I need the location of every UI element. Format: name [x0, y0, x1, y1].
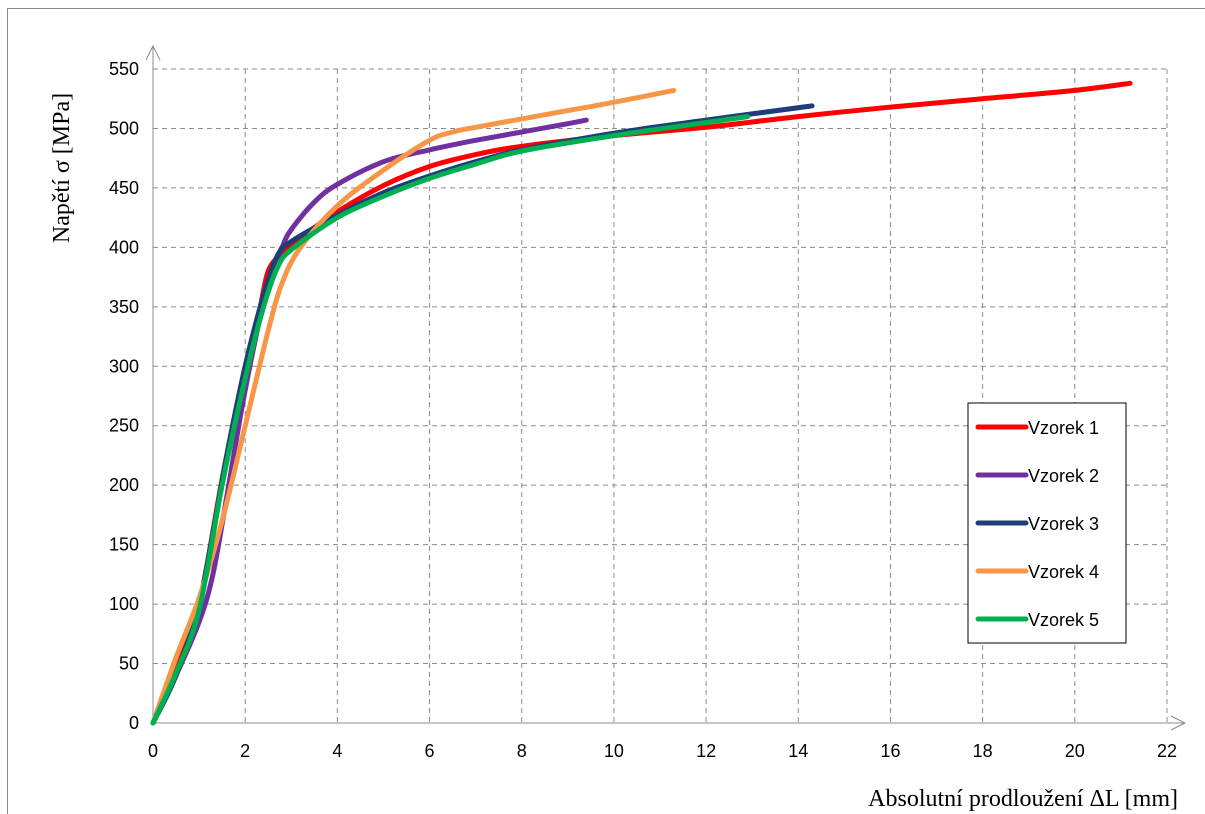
- y-tick-label: 300: [109, 356, 139, 376]
- grid: [153, 68, 1168, 723]
- x-axis-title: Absolutní prodloužení ΔL [mm]: [868, 786, 1178, 812]
- legend: Vzorek 1 Vzorek 2 Vzorek 3 Vzorek 4 Vzorek 5: [967, 402, 1127, 644]
- y-tick-label: 500: [109, 118, 139, 138]
- x-tick-label: 6: [425, 741, 435, 761]
- x-tick-label: 18: [973, 741, 993, 761]
- x-tick-label: 16: [880, 741, 900, 761]
- x-tick-label: 10: [604, 741, 624, 761]
- tick-labels: 0 50 100 150 200 250 300 350 400 450 500 550 0 2 4 6 8 10…: [109, 59, 1177, 761]
- y-axis-title: Napětí σ [MPa]: [49, 93, 75, 243]
- series-line-4: [150, 87, 677, 726]
- legend-label-4: Vzorek 4: [1028, 562, 1099, 582]
- axes: [145, 44, 1187, 731]
- y-tick-label: 450: [109, 178, 139, 198]
- y-tick-label: 100: [109, 594, 139, 614]
- x-axis-arrow: [1170, 715, 1187, 731]
- x-tick-label: 22: [1157, 741, 1177, 761]
- legend-label-3: Vzorek 3: [1028, 514, 1099, 534]
- y-axis-arrow: [145, 44, 161, 61]
- series-line-5: [150, 114, 751, 726]
- legend-label-1: Vzorek 1: [1028, 418, 1099, 438]
- y-tick-label: 400: [109, 237, 139, 257]
- chart-frame: [7, 8, 1205, 814]
- series-layer: [150, 80, 1133, 726]
- legend-label-2: Vzorek 2: [1028, 466, 1099, 486]
- y-tick-label: 550: [109, 59, 139, 79]
- y-tick-label: 50: [119, 654, 139, 674]
- y-tick-label: 200: [109, 475, 139, 495]
- series-line-3: [150, 103, 815, 726]
- x-tick-label: 12: [696, 741, 716, 761]
- x-tick-label: 2: [240, 741, 250, 761]
- y-tick-label: 0: [129, 713, 139, 733]
- legend-label-5: Vzorek 5: [1028, 610, 1099, 630]
- x-tick-label: 20: [1065, 741, 1085, 761]
- y-tick-label: 350: [109, 297, 139, 317]
- y-tick-label: 250: [109, 416, 139, 436]
- x-tick-label: 4: [332, 741, 342, 761]
- series-line-2: [150, 117, 589, 726]
- y-tick-label: 150: [109, 535, 139, 555]
- x-tick-label: 14: [788, 741, 808, 761]
- x-tick-label: 8: [517, 741, 527, 761]
- x-tick-label: 0: [148, 741, 158, 761]
